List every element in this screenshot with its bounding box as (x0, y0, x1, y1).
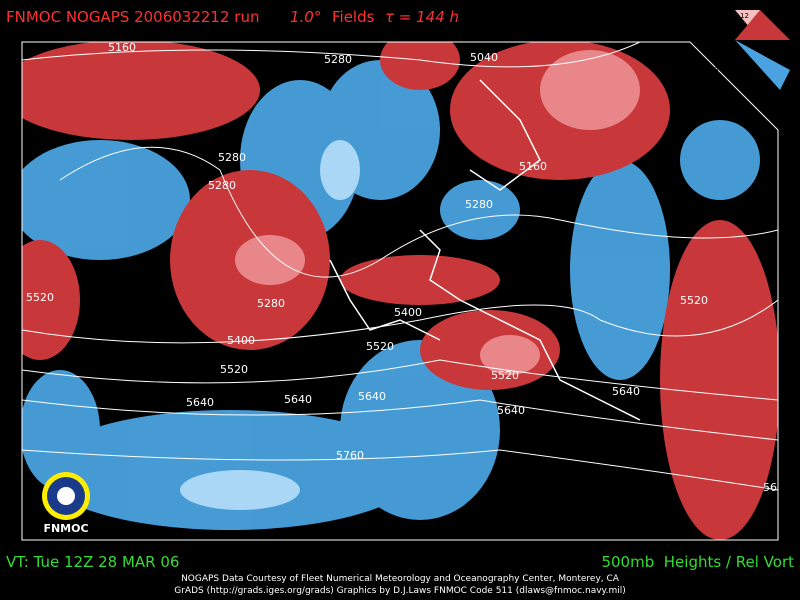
contour-label: 56 (763, 481, 777, 494)
credit: NOGAPS Data Courtesy of Fleet Numerical … (181, 574, 620, 584)
map-frame (21, 41, 779, 541)
contour-label: 5040 (470, 51, 498, 64)
title-main: FNMOC NOGAPS 2006032212 run (6, 8, 259, 26)
colorbar-label: -2 (720, 48, 727, 56)
contour-label: 5640 (612, 385, 640, 398)
colorbar-label: 6 (723, 30, 728, 38)
contour-label: 5640 (497, 404, 525, 417)
contour-label: 5400 (394, 306, 422, 319)
colorbar-label: -6 (714, 60, 722, 68)
colorbar (735, 10, 790, 90)
map (21, 41, 779, 541)
contour-label: 5160 (108, 41, 136, 54)
colorbar-label: 12 (740, 12, 749, 20)
title-res: 1.0° (290, 8, 321, 26)
contour-label: 5160 (519, 160, 547, 173)
colorbar-label: -12 (710, 78, 721, 86)
contour-label: 5520 (26, 291, 54, 304)
valid-time: VT: Tue 12Z 28 MAR 06 (6, 553, 179, 571)
contour-label: 5640 (284, 393, 312, 406)
contour-label: 5520 (491, 369, 519, 382)
contour-label: 5280 (218, 151, 246, 164)
colorbar-label: 8 (729, 24, 733, 32)
contour-label: 5760 (336, 449, 364, 462)
logo: FNMOC (42, 472, 90, 535)
colorbar-label: -10 (710, 72, 721, 80)
contour-label: 5280 (257, 297, 285, 310)
colorbar-label: -4 (716, 54, 724, 62)
contour-label: 5280 (208, 179, 236, 192)
title: FNMOC NOGAPS 2006032212 run 1.0° Fields … (6, 8, 459, 26)
colorbar-label: -8 (712, 66, 719, 74)
logo-label: FNMOC (43, 522, 88, 535)
contour-label: 5520 (680, 294, 708, 307)
contour-label: 5640 (358, 390, 386, 403)
colorbar-label: 4 (718, 36, 723, 44)
title-fields: Fields (332, 8, 375, 26)
colorbar-label: 2 (714, 42, 718, 50)
contour-label: 5520 (220, 363, 248, 376)
title-tau: τ = 144 h (385, 8, 459, 26)
field-name: 500mb Heights / Rel Vort (601, 553, 794, 571)
credit: GrADS (http://grads.iges.org/grads) Grap… (174, 586, 625, 596)
contour-label: 5640 (186, 396, 214, 409)
contour-label: 5400 (227, 334, 255, 347)
colorbar-label: 10 (734, 18, 743, 26)
contour-label: 5280 (465, 198, 493, 211)
contour-labels: 5160 5280 5040 5280 5280 5160 5280 5520 5280 5400… (26, 41, 777, 494)
contour-label: 5520 (366, 340, 394, 353)
contour-label: 5280 (324, 53, 352, 66)
